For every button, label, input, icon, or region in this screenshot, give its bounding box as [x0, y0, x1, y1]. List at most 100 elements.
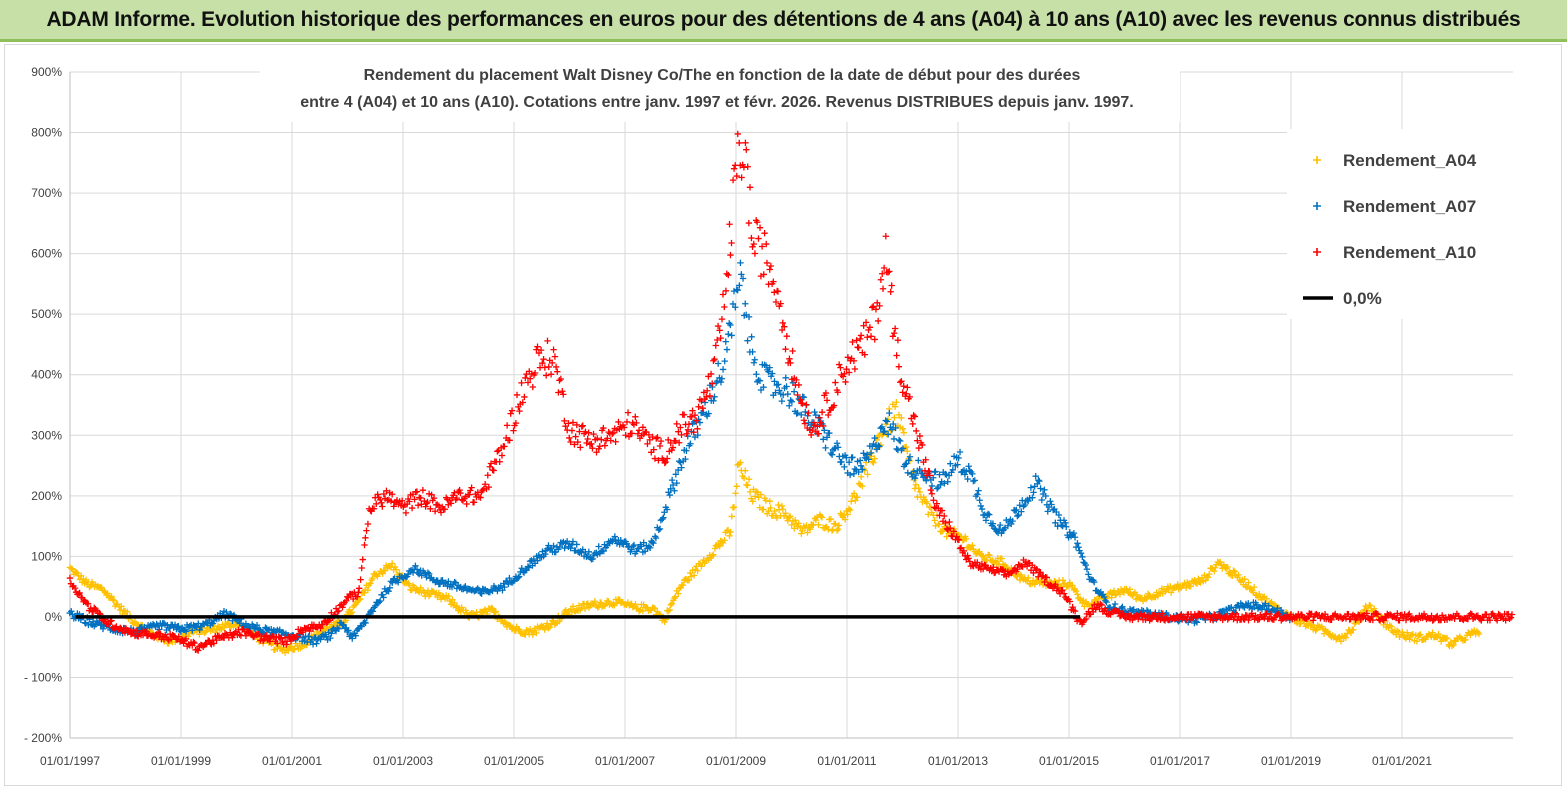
- data-point: [601, 442, 609, 449]
- data-point: [832, 520, 839, 528]
- data-point: [1116, 591, 1124, 598]
- data-point: [857, 462, 865, 469]
- data-point: [506, 437, 513, 444]
- data-point: [317, 636, 324, 643]
- data-point: [893, 399, 900, 406]
- y-tick-label: 100%: [31, 549, 62, 563]
- data-point: [729, 176, 737, 184]
- data-point: [1029, 494, 1036, 501]
- data-point: [343, 597, 350, 605]
- data-point: [75, 590, 82, 597]
- data-point: [872, 306, 880, 313]
- data-point: [451, 578, 458, 586]
- data-point: [780, 391, 787, 399]
- data-point: [807, 431, 815, 439]
- data-point: [743, 146, 750, 153]
- data-point: [283, 641, 290, 648]
- data-point: [413, 566, 421, 573]
- data-point: [213, 636, 220, 644]
- data-point: [1033, 565, 1040, 573]
- data-point: [109, 596, 117, 603]
- data-point: [317, 624, 324, 632]
- data-point: [261, 633, 269, 640]
- data-point: [501, 583, 508, 591]
- data-point: [916, 465, 923, 473]
- data-point: [585, 548, 593, 556]
- data-point: [584, 435, 591, 443]
- data-point: [757, 491, 765, 498]
- data-point: [846, 471, 854, 479]
- data-point: [663, 455, 671, 462]
- data-point: [588, 440, 595, 448]
- data-point: [1015, 511, 1022, 519]
- data-point: [855, 480, 863, 487]
- data-point: [761, 229, 768, 237]
- x-tick-label: 01/01/2011: [817, 754, 876, 768]
- data-point: [650, 539, 657, 547]
- data-point: [1342, 634, 1350, 641]
- data-point: [782, 510, 789, 517]
- data-point: [1442, 635, 1450, 642]
- data-point: [485, 483, 493, 491]
- data-point: [899, 425, 907, 432]
- data-point: [860, 450, 867, 457]
- data-point: [748, 234, 755, 242]
- data-point: [805, 409, 812, 417]
- data-point: [904, 448, 911, 455]
- data-point: [507, 410, 514, 417]
- data-point: [650, 446, 657, 453]
- data-point: [424, 569, 432, 576]
- data-point: [753, 371, 760, 378]
- y-tick-label: 700%: [31, 186, 62, 200]
- data-point: [413, 488, 421, 495]
- data-point: [439, 577, 446, 584]
- data-point: [1363, 610, 1371, 617]
- data-point: [706, 392, 714, 400]
- data-point: [453, 602, 461, 610]
- data-point: [1437, 638, 1445, 645]
- data-point: [915, 457, 922, 464]
- data-point: [711, 355, 718, 363]
- data-point: [335, 607, 342, 615]
- data-point: [1250, 583, 1258, 591]
- data-point: [1124, 610, 1131, 617]
- data-point: [223, 608, 230, 616]
- data-point: [411, 496, 418, 503]
- data-point: [816, 414, 823, 421]
- data-point: [1059, 577, 1067, 584]
- data-point: [1071, 534, 1079, 541]
- data-point: [753, 219, 761, 226]
- data-point: [1025, 574, 1032, 582]
- data-point: [437, 509, 445, 516]
- data-point: [965, 463, 972, 470]
- data-point: [844, 511, 851, 518]
- data-point: [648, 539, 656, 546]
- data-point: [880, 264, 888, 272]
- data-point: [236, 631, 243, 638]
- x-tick-label: 01/01/2005: [484, 754, 544, 768]
- data-point: [672, 471, 680, 478]
- legend-marker: [1313, 248, 1321, 256]
- data-point: [730, 503, 738, 511]
- data-point: [1004, 522, 1012, 529]
- data-point: [938, 507, 946, 514]
- data-point: [708, 552, 716, 559]
- data-point: [1204, 574, 1212, 581]
- data-point: [68, 608, 75, 615]
- data-point: [506, 574, 513, 582]
- chart-svg: - 200% - 100% 0% 100% 200% 300% 400% 500% 600% 70…: [24, 62, 1516, 768]
- data-point: [832, 379, 839, 386]
- data-point: [467, 487, 474, 494]
- data-point: [634, 430, 642, 437]
- data-point: [787, 359, 794, 367]
- data-point: [118, 603, 125, 610]
- data-point: [793, 376, 800, 384]
- data-point: [513, 391, 521, 399]
- data-point: [1429, 629, 1436, 636]
- data-point: [782, 374, 789, 381]
- data-point: [909, 420, 916, 428]
- data-point: [851, 365, 859, 373]
- data-point: [530, 555, 537, 563]
- data-point: [1042, 492, 1049, 500]
- data-point: [548, 359, 556, 367]
